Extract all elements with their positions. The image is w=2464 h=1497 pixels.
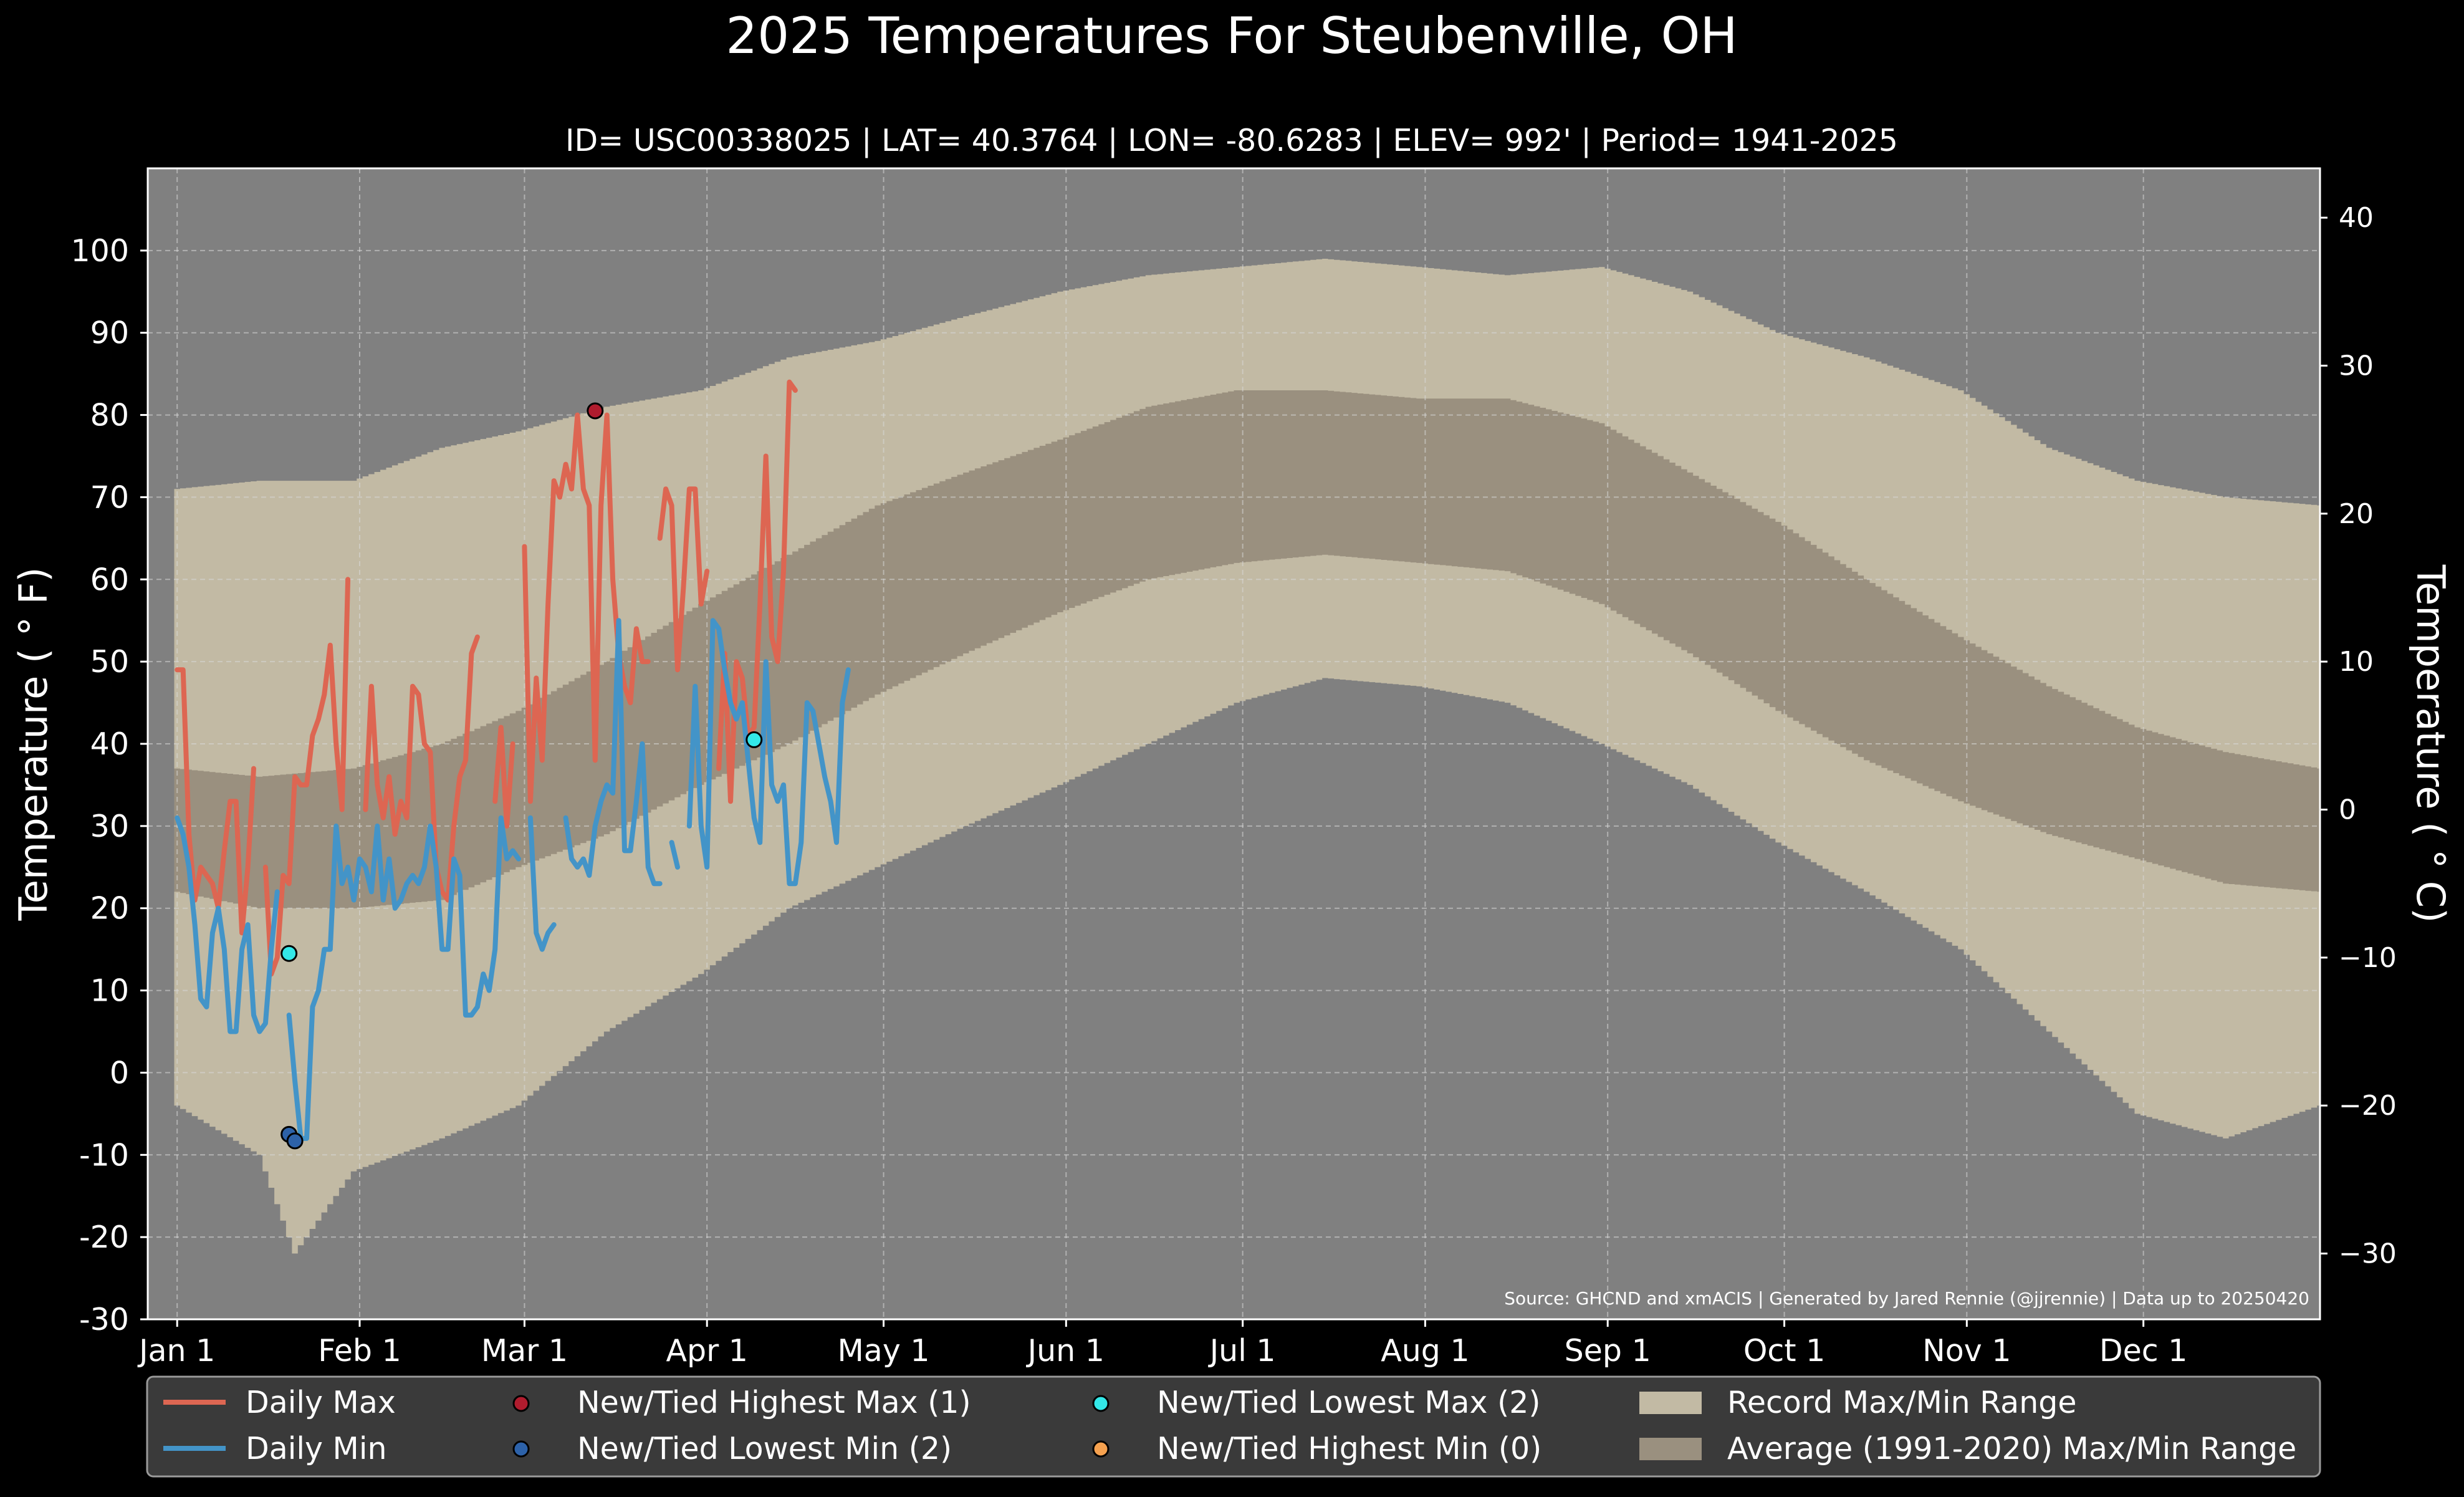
legend-lowest-min-label: New/Tied Lowest Min (2): [577, 1431, 952, 1466]
y-right-tick-label: −10: [2339, 942, 2397, 974]
legend-normal-range-label: Average (1991-2020) Max/Min Range: [1727, 1431, 2296, 1466]
y-tick-label: 100: [70, 233, 129, 269]
legend-highest-min-swatch: [1092, 1440, 1110, 1458]
y-tick-label: 40: [90, 726, 129, 762]
plot-area: [148, 168, 2320, 1319]
daily-min-line: [175, 618, 851, 1141]
legend-daily-max-label: Daily Max: [246, 1385, 396, 1420]
grid-lines: [148, 168, 2320, 1319]
legend-record-range-label: Record Max/Min Range: [1727, 1385, 2077, 1420]
x-tick-label: Dec 1: [2099, 1333, 2188, 1369]
x-tick-label: Jul 1: [1208, 1333, 1276, 1369]
y-tick-label: 60: [90, 562, 129, 597]
x-tick-label: Apr 1: [666, 1333, 748, 1369]
y-tick-label: 80: [90, 398, 129, 433]
legend-lowest-max-label: New/Tied Lowest Max (2): [1157, 1385, 1541, 1420]
y-tick-label: 70: [90, 479, 129, 515]
y-axis-right-label: Temperature ( ° C): [2408, 564, 2453, 923]
legend: Daily Max Daily Min New/Tied Highest Max…: [146, 1375, 2321, 1478]
y-tick-label: -10: [79, 1137, 129, 1173]
y-axis-right: −30 −20 −10 0 10 20 30 40: [2320, 202, 2397, 1270]
y-axis-label: Temperature ( ° F): [11, 567, 56, 922]
source-note: Source: GHCND and xmACIS | Generated by …: [1504, 1288, 2309, 1309]
legend-lowest-max-swatch: [1092, 1395, 1110, 1412]
y-right-tick-label: −20: [2339, 1090, 2397, 1122]
chart-subtitle: ID= USC00338025 | LAT= 40.3764 | LON= -8…: [565, 123, 1898, 158]
record-marker: [587, 402, 604, 420]
x-tick-label: Jan 1: [137, 1333, 215, 1369]
record-marker: [745, 731, 763, 748]
record-range-band: [174, 259, 2320, 1254]
record-marker: [286, 1132, 304, 1150]
legend-normal-range-swatch: [1639, 1438, 1702, 1460]
y-tick-label: 10: [90, 973, 129, 1009]
legend-lowest-min-swatch: [512, 1440, 530, 1458]
y-tick-label: -20: [79, 1220, 129, 1255]
x-tick-label: Sep 1: [1565, 1333, 1651, 1369]
x-tick-label: Jun 1: [1026, 1333, 1105, 1369]
y-right-tick-label: 40: [2339, 202, 2374, 234]
record-marker: [280, 945, 298, 962]
legend-highest-max-swatch: [512, 1395, 530, 1412]
legend-record-range-swatch: [1639, 1392, 1702, 1414]
daily-max-line: [175, 379, 798, 977]
x-axis: Jan 1 Feb 1 Mar 1 Apr 1 May 1 Jun 1 Jul 1 Aug 1…: [137, 1319, 2187, 1369]
y-right-tick-label: −30: [2339, 1238, 2397, 1270]
legend-box: [146, 1375, 2321, 1478]
y-right-tick-label: 30: [2339, 350, 2374, 382]
y-right-tick-label: 10: [2339, 646, 2374, 678]
x-tick-label: Oct 1: [1743, 1333, 1825, 1369]
record-markers: [280, 402, 763, 1150]
legend-daily-min-label: Daily Min: [246, 1431, 387, 1466]
series-lines: [175, 379, 851, 1141]
y-tick-label: 0: [110, 1055, 129, 1090]
x-tick-label: Mar 1: [481, 1333, 568, 1369]
y-right-tick-label: 20: [2339, 498, 2374, 530]
y-tick-label: -30: [79, 1302, 129, 1337]
x-tick-label: May 1: [838, 1333, 930, 1369]
y-tick-label: 90: [90, 315, 129, 351]
y-axis-left: -30 -20 -10 0 10 20 30 40 50 60 70 80 90 100: [70, 233, 148, 1337]
y-tick-label: 20: [90, 891, 129, 927]
chart-title: 2025 Temperatures For Steubenville, OH: [726, 7, 1737, 65]
x-tick-label: Nov 1: [1922, 1333, 2011, 1369]
y-tick-label: 50: [90, 644, 129, 680]
legend-highest-min-label: New/Tied Highest Min (0): [1157, 1431, 1541, 1466]
x-tick-label: Aug 1: [1381, 1333, 1469, 1369]
legend-highest-max-label: New/Tied Highest Max (1): [577, 1385, 971, 1420]
x-tick-label: Feb 1: [318, 1333, 401, 1369]
y-tick-label: 30: [90, 809, 129, 844]
y-right-tick-label: 0: [2339, 794, 2356, 826]
